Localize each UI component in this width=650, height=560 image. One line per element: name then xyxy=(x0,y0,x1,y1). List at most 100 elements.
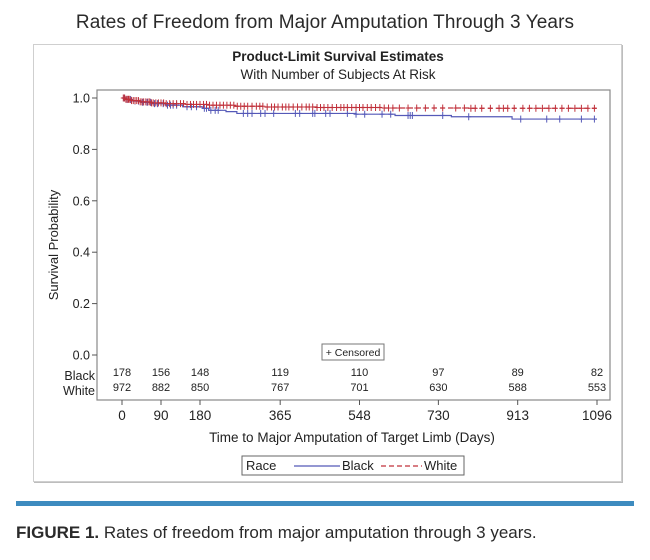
censor-mark-white xyxy=(349,104,355,112)
censor-mark-white xyxy=(578,104,584,112)
censor-mark-black xyxy=(140,98,146,106)
censor-mark-white xyxy=(299,103,305,111)
at-risk-count: 82 xyxy=(591,367,603,379)
censor-mark-black xyxy=(271,109,277,117)
at-risk-count: 148 xyxy=(191,367,209,379)
censor-mark-white xyxy=(360,104,366,112)
x-axis-label: Time to Major Amputation of Target Limb … xyxy=(209,430,495,445)
censor-mark-white xyxy=(496,104,502,112)
censor-mark-black xyxy=(466,113,472,121)
censor-mark-black xyxy=(440,111,446,119)
at-risk-count: 119 xyxy=(271,367,289,379)
censor-mark-white xyxy=(565,104,571,112)
censor-mark-black xyxy=(323,109,329,117)
censor-mark-white xyxy=(329,104,335,112)
at-risk-count: 630 xyxy=(429,382,447,394)
censor-mark-white xyxy=(479,104,485,112)
censor-mark-black xyxy=(557,115,563,123)
chart-frame xyxy=(33,44,622,482)
censor-mark-white xyxy=(344,104,350,112)
legend-black-label: Black xyxy=(342,458,374,473)
censor-mark-white xyxy=(373,104,379,112)
legend: Race Black White xyxy=(241,455,465,476)
censor-mark-black xyxy=(409,111,415,119)
at-risk-count: 110 xyxy=(351,367,369,379)
censor-mark-white xyxy=(295,103,301,111)
censor-mark-white xyxy=(431,104,437,112)
censor-mark-white xyxy=(487,104,493,112)
censor-mark-black xyxy=(312,109,318,117)
censor-mark-black xyxy=(544,115,550,123)
caption-text: Rates of freedom from major amputation t… xyxy=(99,523,537,542)
censor-mark-white xyxy=(505,104,511,112)
at-risk-count: 97 xyxy=(432,367,444,379)
x-tick-label: 1096 xyxy=(582,408,612,423)
at-risk-count: 850 xyxy=(191,382,209,394)
censor-mark-black xyxy=(292,109,298,117)
chart-title: Product-Limit Survival Estimates xyxy=(232,49,444,64)
censor-mark-black xyxy=(388,110,394,118)
censor-mark-white xyxy=(377,104,383,112)
censor-mark-white xyxy=(381,104,387,112)
y-tick-label: 0.6 xyxy=(73,194,90,208)
censor-mark-white xyxy=(520,104,526,112)
censor-mark-black xyxy=(578,115,584,123)
chart-subtitle: With Number of Subjects At Risk xyxy=(240,67,435,82)
censor-mark-white xyxy=(231,101,237,109)
at-risk-count: 89 xyxy=(512,367,524,379)
censor-mark-black xyxy=(518,115,524,123)
censor-mark-white xyxy=(572,104,578,112)
y-tick-label: 1.0 xyxy=(73,92,90,106)
caption-divider xyxy=(16,501,634,506)
censor-mark-white xyxy=(249,102,255,110)
censor-mark-white xyxy=(585,104,591,112)
censor-mark-black xyxy=(591,115,597,123)
at-risk-count: 588 xyxy=(509,382,527,394)
censor-mark-white xyxy=(260,102,266,110)
censor-mark-white xyxy=(310,103,316,111)
censor-mark-white xyxy=(468,104,474,112)
censor-mark-white xyxy=(386,104,392,112)
censor-mark-black xyxy=(215,106,221,114)
censor-mark-black xyxy=(245,109,251,117)
censor-mark-white xyxy=(181,100,187,108)
censor-mark-white xyxy=(453,104,459,112)
x-tick-label: 913 xyxy=(506,408,529,423)
censor-mark-white xyxy=(275,103,281,111)
censor-mark-black xyxy=(208,106,214,114)
censor-mark-white xyxy=(325,104,331,112)
censor-mark-white xyxy=(390,104,396,112)
y-axis-label: Survival Probability xyxy=(46,189,61,300)
censor-mark-white xyxy=(539,104,545,112)
censor-mark-black xyxy=(362,110,368,118)
censor-mark-black xyxy=(297,109,303,117)
x-tick-label: 730 xyxy=(427,408,450,423)
x-tick-label: 548 xyxy=(348,408,371,423)
censor-mark-white xyxy=(422,104,428,112)
censor-mark-white xyxy=(405,104,411,112)
censored-legend-label: + Censored xyxy=(326,347,381,359)
y-tick-label: 0.4 xyxy=(73,246,90,260)
censor-mark-white xyxy=(533,104,539,112)
censor-mark-white xyxy=(526,104,532,112)
censor-mark-white xyxy=(286,103,292,111)
censor-mark-white xyxy=(204,100,210,108)
at-risk-row-label: White xyxy=(63,384,95,398)
censor-mark-black xyxy=(353,110,359,118)
at-risk-count: 972 xyxy=(113,382,131,394)
legend-white-label: White xyxy=(424,458,457,473)
censored-legend: + Censored xyxy=(321,343,385,361)
censor-mark-white xyxy=(368,104,374,112)
censor-mark-white xyxy=(546,104,552,112)
censor-mark-white xyxy=(461,104,467,112)
y-tick-label: 0.0 xyxy=(73,349,90,363)
x-tick-label: 180 xyxy=(189,408,212,423)
censor-mark-white xyxy=(414,104,420,112)
y-tick-label: 0.8 xyxy=(73,143,90,157)
y-tick-label: 0.2 xyxy=(73,297,90,311)
at-risk-count: 156 xyxy=(152,367,170,379)
censor-mark-white xyxy=(511,104,517,112)
at-risk-count: 882 xyxy=(152,382,170,394)
censor-mark-white xyxy=(396,104,402,112)
